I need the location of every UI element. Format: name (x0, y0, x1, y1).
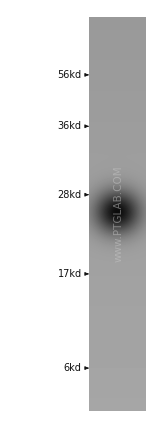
Text: 36kd: 36kd (58, 121, 82, 131)
Text: 28kd: 28kd (58, 190, 82, 200)
Text: www.PTGLAB.COM: www.PTGLAB.COM (114, 166, 123, 262)
Text: 17kd: 17kd (58, 269, 82, 279)
Text: 56kd: 56kd (58, 70, 82, 80)
Text: 6kd: 6kd (64, 363, 82, 373)
